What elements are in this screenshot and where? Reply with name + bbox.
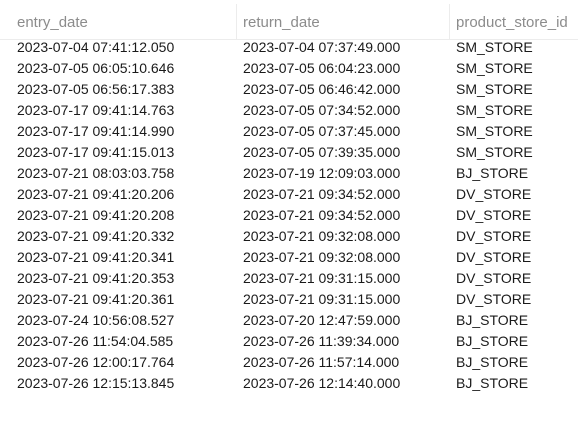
- column-header-entry-date[interactable]: entry_date: [17, 14, 88, 31]
- cell-product-store-id[interactable]: DV_STORE: [456, 292, 532, 307]
- grid-body: 2023-07-04 07:41:12.050 2023-07-04 07:37:…: [0, 40, 578, 397]
- cell-entry-date[interactable]: 2023-07-05 06:05:10.646: [17, 61, 175, 76]
- cell-return-date[interactable]: 2023-07-26 11:57:14.000: [243, 355, 400, 370]
- cell-product-store-id[interactable]: SM_STORE: [456, 61, 533, 76]
- cell-entry-date[interactable]: 2023-07-17 09:41:14.763: [17, 103, 175, 118]
- cell-product-store-id[interactable]: DV_STORE: [456, 229, 532, 244]
- table-row[interactable]: 2023-07-26 12:00:17.764 2023-07-26 11:57:…: [0, 355, 578, 376]
- cell-entry-date[interactable]: 2023-07-26 12:15:13.845: [17, 376, 175, 391]
- table-row[interactable]: 2023-07-26 11:54:04.585 2023-07-26 11:39:…: [0, 334, 578, 355]
- table-row[interactable]: 2023-07-21 09:41:20.208 2023-07-21 09:34:…: [0, 208, 578, 229]
- cell-entry-date[interactable]: 2023-07-04 07:41:12.050: [17, 40, 175, 55]
- table-row[interactable]: 2023-07-05 06:05:10.646 2023-07-05 06:04:…: [0, 61, 578, 82]
- table-row[interactable]: 2023-07-17 09:41:15.013 2023-07-05 07:39:…: [0, 145, 578, 166]
- cell-product-store-id[interactable]: SM_STORE: [456, 103, 533, 118]
- cell-product-store-id[interactable]: BJ_STORE: [456, 355, 529, 370]
- cell-product-store-id[interactable]: BJ_STORE: [456, 334, 529, 349]
- cell-entry-date[interactable]: 2023-07-21 08:03:03.758: [17, 166, 175, 181]
- cell-entry-date[interactable]: 2023-07-21 09:41:20.332: [17, 229, 175, 244]
- cell-entry-date[interactable]: 2023-07-17 09:41:14.990: [17, 124, 175, 139]
- cell-return-date[interactable]: 2023-07-05 06:46:42.000: [243, 82, 401, 97]
- cell-return-date[interactable]: 2023-07-04 07:37:49.000: [243, 40, 401, 55]
- table-row[interactable]: 2023-07-21 09:41:20.353 2023-07-21 09:31:…: [0, 271, 578, 292]
- column-resize-handle[interactable]: [449, 4, 450, 39]
- cell-entry-date[interactable]: 2023-07-17 09:41:15.013: [17, 145, 175, 160]
- cell-return-date[interactable]: 2023-07-21 09:34:52.000: [243, 208, 401, 223]
- cell-return-date[interactable]: 2023-07-05 06:04:23.000: [243, 61, 401, 76]
- cell-entry-date[interactable]: 2023-07-21 09:41:20.206: [17, 187, 175, 202]
- cell-entry-date[interactable]: 2023-07-21 09:41:20.353: [17, 271, 175, 286]
- table-row[interactable]: 2023-07-26 12:15:13.845 2023-07-26 12:14:…: [0, 376, 578, 397]
- cell-product-store-id[interactable]: DV_STORE: [456, 187, 532, 202]
- table-row[interactable]: 2023-07-21 09:41:20.361 2023-07-21 09:31:…: [0, 292, 578, 313]
- table-row[interactable]: 2023-07-24 10:56:08.527 2023-07-20 12:47:…: [0, 313, 578, 334]
- cell-return-date[interactable]: 2023-07-05 07:39:35.000: [243, 145, 401, 160]
- column-header-return-date[interactable]: return_date: [243, 14, 320, 31]
- table-row[interactable]: 2023-07-17 09:41:14.763 2023-07-05 07:34:…: [0, 103, 578, 124]
- grid-header: entry_date return_date product_store_id: [0, 0, 578, 40]
- table-row[interactable]: 2023-07-21 09:41:20.206 2023-07-21 09:34:…: [0, 187, 578, 208]
- cell-return-date[interactable]: 2023-07-21 09:31:15.000: [243, 271, 401, 286]
- column-header-product-store-id[interactable]: product_store_id: [456, 14, 568, 31]
- cell-product-store-id[interactable]: BJ_STORE: [456, 313, 529, 328]
- cell-entry-date[interactable]: 2023-07-21 09:41:20.208: [17, 208, 175, 223]
- cell-entry-date[interactable]: 2023-07-24 10:56:08.527: [17, 313, 175, 328]
- cell-entry-date[interactable]: 2023-07-05 06:56:17.383: [17, 82, 175, 97]
- cell-product-store-id[interactable]: DV_STORE: [456, 271, 532, 286]
- cell-return-date[interactable]: 2023-07-20 12:47:59.000: [243, 313, 401, 328]
- table-row[interactable]: 2023-07-05 06:56:17.383 2023-07-05 06:46:…: [0, 82, 578, 103]
- cell-return-date[interactable]: 2023-07-21 09:31:15.000: [243, 292, 401, 307]
- cell-return-date[interactable]: 2023-07-26 12:14:40.000: [243, 376, 401, 391]
- cell-product-store-id[interactable]: SM_STORE: [456, 40, 533, 55]
- cell-entry-date[interactable]: 2023-07-21 09:41:20.341: [17, 250, 175, 265]
- cell-return-date[interactable]: 2023-07-05 07:37:45.000: [243, 124, 401, 139]
- table-row[interactable]: 2023-07-17 09:41:14.990 2023-07-05 07:37:…: [0, 124, 578, 145]
- table-row[interactable]: 2023-07-21 09:41:20.332 2023-07-21 09:32:…: [0, 229, 578, 250]
- table-row[interactable]: 2023-07-04 07:41:12.050 2023-07-04 07:37:…: [0, 40, 578, 61]
- cell-return-date[interactable]: 2023-07-05 07:34:52.000: [243, 103, 401, 118]
- cell-entry-date[interactable]: 2023-07-26 12:00:17.764: [17, 355, 175, 370]
- cell-return-date[interactable]: 2023-07-21 09:32:08.000: [243, 250, 401, 265]
- cell-product-store-id[interactable]: BJ_STORE: [456, 166, 529, 181]
- cell-return-date[interactable]: 2023-07-19 12:09:03.000: [243, 166, 401, 181]
- cell-product-store-id[interactable]: DV_STORE: [456, 250, 532, 265]
- cell-product-store-id[interactable]: SM_STORE: [456, 124, 533, 139]
- cell-return-date[interactable]: 2023-07-26 11:39:34.000: [243, 334, 400, 349]
- cell-entry-date[interactable]: 2023-07-26 11:54:04.585: [17, 334, 174, 349]
- table-row[interactable]: 2023-07-21 08:03:03.758 2023-07-19 12:09:…: [0, 166, 578, 187]
- cell-product-store-id[interactable]: BJ_STORE: [456, 376, 529, 391]
- cell-product-store-id[interactable]: SM_STORE: [456, 82, 533, 97]
- column-resize-handle[interactable]: [236, 4, 237, 39]
- cell-return-date[interactable]: 2023-07-21 09:34:52.000: [243, 187, 401, 202]
- cell-return-date[interactable]: 2023-07-21 09:32:08.000: [243, 229, 401, 244]
- table-row[interactable]: 2023-07-21 09:41:20.341 2023-07-21 09:32:…: [0, 250, 578, 271]
- cell-entry-date[interactable]: 2023-07-21 09:41:20.361: [17, 292, 175, 307]
- cell-product-store-id[interactable]: DV_STORE: [456, 208, 532, 223]
- cell-product-store-id[interactable]: SM_STORE: [456, 145, 533, 160]
